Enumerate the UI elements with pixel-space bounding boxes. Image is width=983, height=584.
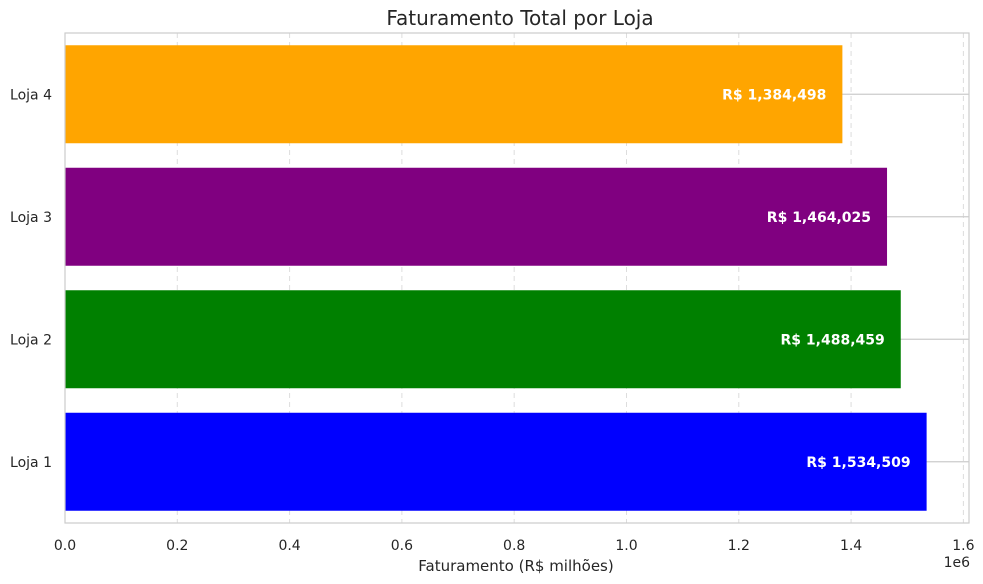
bar-loja-1 — [65, 412, 927, 511]
y-tick-label: Loja 2 — [10, 332, 52, 348]
bar-loja-3 — [65, 167, 888, 266]
bar-data-label: R$ 1,488,459 — [781, 332, 885, 348]
x-axis-label: Faturamento (R$ milhões) — [418, 557, 613, 575]
x-tick-label: 0.0 — [54, 538, 76, 554]
bar-data-label: R$ 1,384,498 — [722, 87, 826, 103]
bar-loja-2 — [65, 290, 901, 389]
bar-loja-4 — [65, 45, 843, 144]
y-tick-label: Loja 1 — [10, 455, 52, 471]
y-tick-label: Loja 3 — [10, 210, 52, 226]
x-tick-label: 1.2 — [728, 538, 750, 554]
chart-title: Faturamento Total por Loja — [386, 6, 653, 30]
x-tick-label: 0.2 — [166, 538, 188, 554]
reference-lines — [65, 93, 969, 463]
x-tick-label: 0.8 — [503, 538, 525, 554]
x-tick-label: 1.6 — [952, 538, 974, 554]
x-tick-label: 1.0 — [615, 538, 637, 554]
bar-data-label: R$ 1,534,509 — [806, 455, 910, 471]
x-tick-label: 1.4 — [840, 538, 862, 554]
x-axis-offset-label: 1e6 — [944, 555, 971, 571]
x-tick-label: 0.6 — [391, 538, 413, 554]
bars-layer — [65, 45, 927, 511]
bar-labels-layer: R$ 1,534,509 R$ 1,488,459 R$ 1,464,025 R$ 1… — [722, 87, 910, 471]
y-tick-label: Loja 4 — [10, 87, 52, 103]
y-ticks-layer: Loja 1 Loja 2 Loja 3 Loja 4 — [10, 87, 52, 471]
x-ticks-layer: 0.0 0.2 0.4 0.6 0.8 1.0 1.2 1.4 1.6 — [54, 538, 975, 554]
plot-frame — [64, 32, 970, 524]
bar-data-label: R$ 1,464,025 — [767, 210, 871, 226]
x-tick-label: 0.4 — [278, 538, 300, 554]
